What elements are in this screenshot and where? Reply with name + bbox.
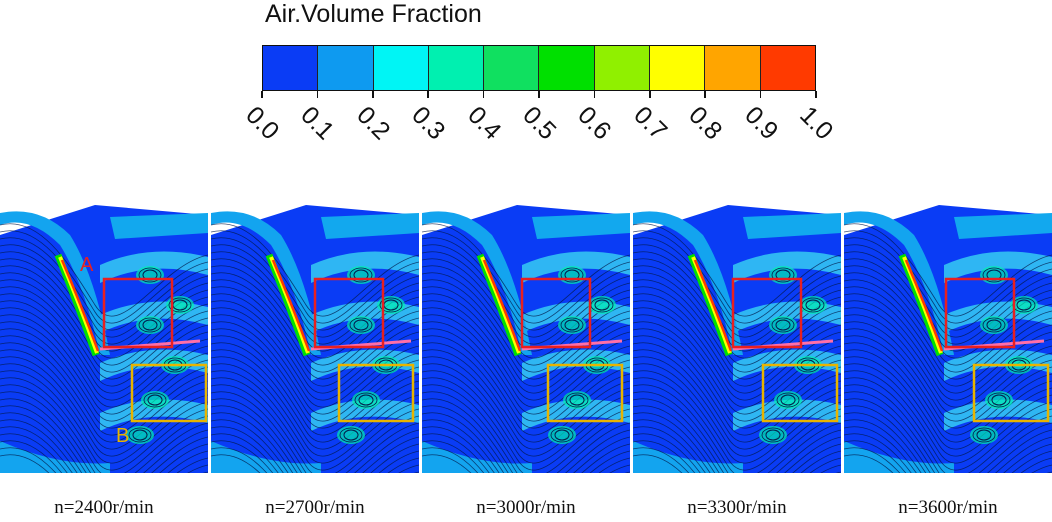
marker-a-label: A xyxy=(80,254,94,276)
colorbar-tick-mark xyxy=(261,91,263,98)
caption-2: n=2700r/min xyxy=(265,497,365,518)
colorbar-segment xyxy=(428,46,485,90)
colorbar-segment xyxy=(484,46,540,90)
streamline-plot xyxy=(633,205,841,473)
colorbar-tick-label: 1.0 xyxy=(794,101,839,146)
colorbar-segment xyxy=(705,46,761,90)
panel-4 xyxy=(633,205,841,473)
colorbar-segment xyxy=(263,46,319,90)
colorbar-tick-mark xyxy=(482,91,485,98)
panel-3 xyxy=(422,205,630,473)
region-b-box xyxy=(130,363,208,423)
colorbar-tick-label: 0.6 xyxy=(572,101,617,146)
colorbar-segment xyxy=(760,46,815,90)
region-a-box xyxy=(520,277,592,349)
colorbar-tick-mark xyxy=(372,91,374,98)
colorbar-tick-mark xyxy=(704,91,706,98)
colorbar-tick-label: 0.3 xyxy=(406,101,451,146)
region-b-box xyxy=(761,363,839,423)
region-a-box xyxy=(102,277,174,349)
panel-2 xyxy=(211,205,419,473)
colorbar-tick-label: 0.4 xyxy=(461,101,507,146)
colorbar-tick-mark xyxy=(427,91,429,98)
region-a-box xyxy=(944,277,1016,349)
colorbar-tick-label: 0.9 xyxy=(738,101,784,146)
streamline-plot xyxy=(211,205,419,473)
colorbar xyxy=(262,45,816,91)
streamline-plot xyxy=(844,205,1052,473)
colorbar-tick-label: 0.8 xyxy=(683,101,728,146)
colorbar-tick-mark xyxy=(593,91,596,98)
caption-3: n=3000r/min xyxy=(476,497,576,518)
region-b-box xyxy=(972,363,1050,423)
streamline-plot xyxy=(422,205,630,473)
colorbar-tick-mark xyxy=(649,91,651,98)
colorbar-tick-label: 0.1 xyxy=(295,101,340,146)
panel-5 xyxy=(844,205,1052,473)
region-a-box xyxy=(731,277,803,349)
panel-1 xyxy=(0,205,208,473)
region-a-box xyxy=(313,277,385,349)
colorbar-tick-label: 0.0 xyxy=(240,101,285,146)
colorbar-tick-mark xyxy=(815,91,817,98)
colorbar-segment xyxy=(539,46,595,90)
streamline-plot xyxy=(0,205,208,473)
legend-title: Air.Volume Fraction xyxy=(265,0,482,28)
colorbar-tick-label: 0.2 xyxy=(350,101,396,146)
caption-5: n=3600r/min xyxy=(898,497,998,518)
colorbar-tick-mark xyxy=(316,91,319,98)
region-b-box xyxy=(337,363,415,423)
caption-1: n=2400r/min xyxy=(54,497,154,518)
colorbar-segment xyxy=(373,46,429,90)
colorbar-segment xyxy=(650,46,706,90)
marker-b-label: B xyxy=(116,425,130,447)
colorbar-tick-mark xyxy=(759,91,762,98)
colorbar-tick-label: 0.7 xyxy=(627,101,673,146)
region-b-box xyxy=(546,363,624,423)
colorbar-tick-mark xyxy=(538,91,540,98)
caption-4: n=3300r/min xyxy=(687,497,787,518)
colorbar-segment xyxy=(594,46,651,90)
colorbar-tick-label: 0.5 xyxy=(517,101,562,146)
colorbar-segment xyxy=(318,46,374,90)
